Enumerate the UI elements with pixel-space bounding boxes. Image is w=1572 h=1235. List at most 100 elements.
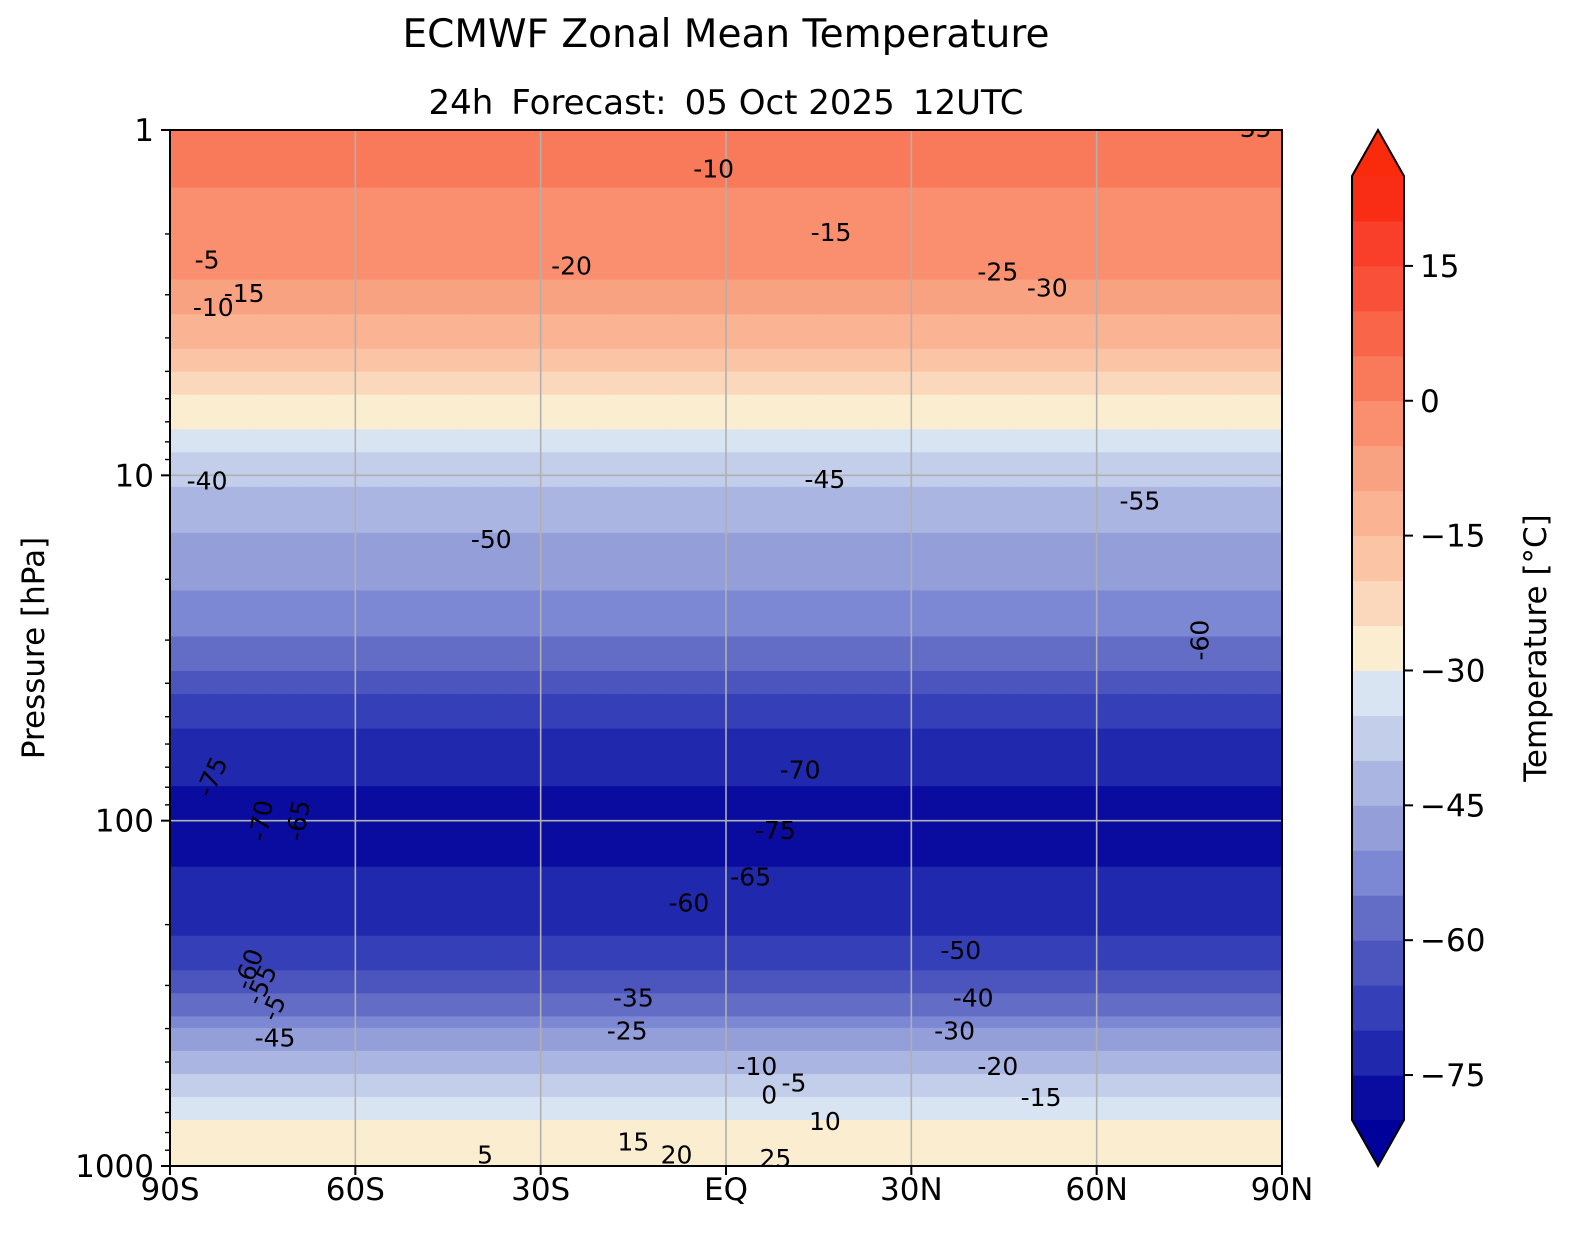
field-cell bbox=[459, 314, 472, 327]
field-cell bbox=[644, 521, 658, 534]
field-cell bbox=[459, 740, 472, 753]
field-cell bbox=[494, 406, 507, 419]
field-cell bbox=[726, 636, 739, 649]
field-cell bbox=[783, 199, 797, 212]
field-cell bbox=[390, 878, 403, 891]
field-cell bbox=[274, 417, 287, 430]
field-cell bbox=[251, 935, 264, 948]
field-cell bbox=[436, 935, 449, 948]
field-cell bbox=[772, 578, 785, 592]
field-cell bbox=[610, 671, 623, 684]
field-cell bbox=[552, 1108, 565, 1121]
field-cell bbox=[471, 268, 484, 281]
field-cell bbox=[783, 532, 797, 545]
field-cell bbox=[459, 383, 472, 396]
field-cell bbox=[529, 1096, 542, 1110]
field-cell bbox=[378, 256, 391, 269]
field-cell bbox=[170, 705, 183, 718]
field-cell bbox=[621, 164, 634, 177]
field-cell bbox=[702, 694, 716, 707]
field-cell bbox=[656, 878, 669, 891]
field-cell bbox=[552, 1131, 565, 1144]
field-cell bbox=[610, 993, 623, 1006]
field-cell bbox=[621, 406, 634, 419]
field-cell bbox=[274, 245, 287, 258]
field-cell bbox=[320, 463, 333, 476]
field-cell bbox=[563, 153, 577, 166]
field-cell bbox=[204, 383, 217, 396]
field-cell bbox=[436, 1050, 449, 1063]
field-cell bbox=[633, 1039, 646, 1052]
field-cell bbox=[355, 210, 368, 223]
field-cell bbox=[552, 774, 565, 787]
field-cell bbox=[772, 452, 785, 465]
field-cell bbox=[563, 406, 577, 419]
field-cell bbox=[749, 222, 762, 235]
field-cell bbox=[749, 1154, 762, 1166]
field-cell bbox=[262, 1016, 275, 1029]
field-cell bbox=[737, 176, 750, 189]
field-cell bbox=[610, 1131, 623, 1144]
field-cell bbox=[575, 429, 588, 442]
field-cell bbox=[749, 210, 762, 223]
field-cell bbox=[610, 302, 623, 315]
field-cell bbox=[517, 176, 530, 189]
field-cell bbox=[540, 153, 553, 166]
field-cell bbox=[610, 222, 623, 235]
field-cell bbox=[807, 187, 820, 200]
field-cell bbox=[517, 578, 530, 592]
field-cell bbox=[413, 601, 426, 615]
field-cell bbox=[297, 1154, 310, 1166]
field-cell bbox=[552, 268, 565, 281]
field-cell bbox=[668, 1154, 681, 1166]
field-cell bbox=[390, 820, 403, 833]
field-cell bbox=[285, 302, 299, 315]
field-cell bbox=[401, 164, 414, 177]
field-cell bbox=[459, 820, 472, 833]
field-cell bbox=[587, 705, 600, 718]
field-cell bbox=[204, 417, 217, 430]
field-cell bbox=[471, 717, 484, 730]
field-cell bbox=[448, 187, 461, 200]
field-cell bbox=[309, 832, 322, 845]
field-cell bbox=[552, 440, 565, 453]
field-cell bbox=[517, 682, 530, 695]
field-cell bbox=[239, 199, 252, 212]
field-cell bbox=[668, 947, 681, 960]
field-cell bbox=[714, 268, 727, 281]
field-cell bbox=[390, 1073, 403, 1087]
field-cell bbox=[343, 832, 356, 845]
field-cell bbox=[505, 889, 519, 902]
field-cell bbox=[783, 256, 797, 269]
field-cell bbox=[355, 1016, 368, 1029]
field-cell bbox=[436, 222, 449, 235]
field-cell bbox=[505, 624, 519, 638]
field-cell bbox=[343, 475, 356, 488]
field-cell bbox=[343, 279, 356, 292]
field-cell bbox=[517, 199, 530, 212]
field-cell bbox=[332, 855, 345, 868]
field-cell bbox=[749, 613, 762, 626]
field-cell bbox=[332, 245, 345, 258]
field-cell bbox=[343, 671, 356, 684]
field-cell bbox=[656, 717, 669, 730]
field-cell bbox=[204, 199, 217, 212]
field-cell bbox=[413, 532, 426, 545]
field-cell bbox=[204, 1027, 217, 1040]
field-cell bbox=[587, 694, 600, 707]
field-cell bbox=[436, 1085, 449, 1098]
field-cell bbox=[587, 463, 600, 476]
field-cell bbox=[262, 130, 275, 143]
field-cell bbox=[505, 360, 519, 373]
field-cell bbox=[795, 406, 808, 419]
field-cell bbox=[181, 774, 194, 787]
field-cell bbox=[424, 947, 438, 960]
field-cell bbox=[170, 613, 183, 626]
field-cell bbox=[274, 544, 287, 557]
field-cell bbox=[505, 417, 519, 430]
field-cell bbox=[783, 498, 797, 511]
field-cell bbox=[181, 130, 194, 143]
field-cell bbox=[320, 878, 333, 891]
field-cell bbox=[517, 970, 530, 983]
field-cell bbox=[378, 832, 391, 845]
